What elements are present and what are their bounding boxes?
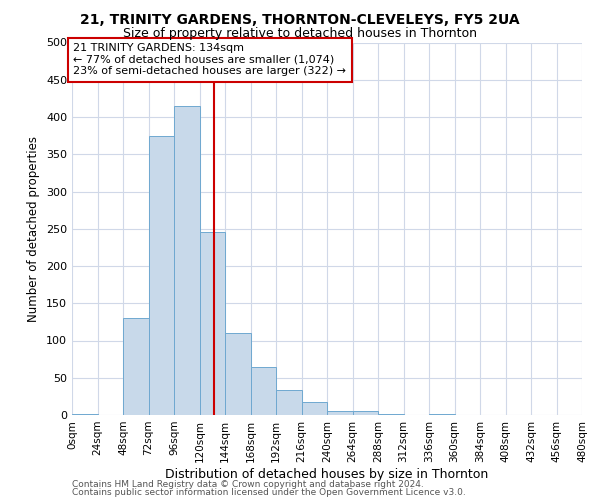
Bar — [276, 390, 302, 415]
Bar — [302, 402, 327, 415]
Text: 21, TRINITY GARDENS, THORNTON-CLEVELEYS, FY5 2UA: 21, TRINITY GARDENS, THORNTON-CLEVELEYS,… — [80, 12, 520, 26]
Bar — [327, 410, 353, 415]
Bar — [378, 414, 404, 415]
Text: 21 TRINITY GARDENS: 134sqm
← 77% of detached houses are smaller (1,074)
23% of s: 21 TRINITY GARDENS: 134sqm ← 77% of deta… — [73, 43, 346, 76]
Bar — [149, 136, 174, 415]
Bar — [353, 410, 378, 415]
Text: Contains public sector information licensed under the Open Government Licence v3: Contains public sector information licen… — [72, 488, 466, 497]
Bar — [199, 232, 225, 415]
Bar — [251, 366, 276, 415]
Text: Size of property relative to detached houses in Thornton: Size of property relative to detached ho… — [123, 28, 477, 40]
Bar — [123, 318, 149, 415]
Y-axis label: Number of detached properties: Number of detached properties — [28, 136, 40, 322]
Bar — [429, 414, 455, 415]
X-axis label: Distribution of detached houses by size in Thornton: Distribution of detached houses by size … — [166, 468, 488, 480]
Bar — [174, 106, 199, 415]
Text: Contains HM Land Registry data © Crown copyright and database right 2024.: Contains HM Land Registry data © Crown c… — [72, 480, 424, 489]
Bar — [72, 414, 97, 415]
Bar — [225, 333, 251, 415]
